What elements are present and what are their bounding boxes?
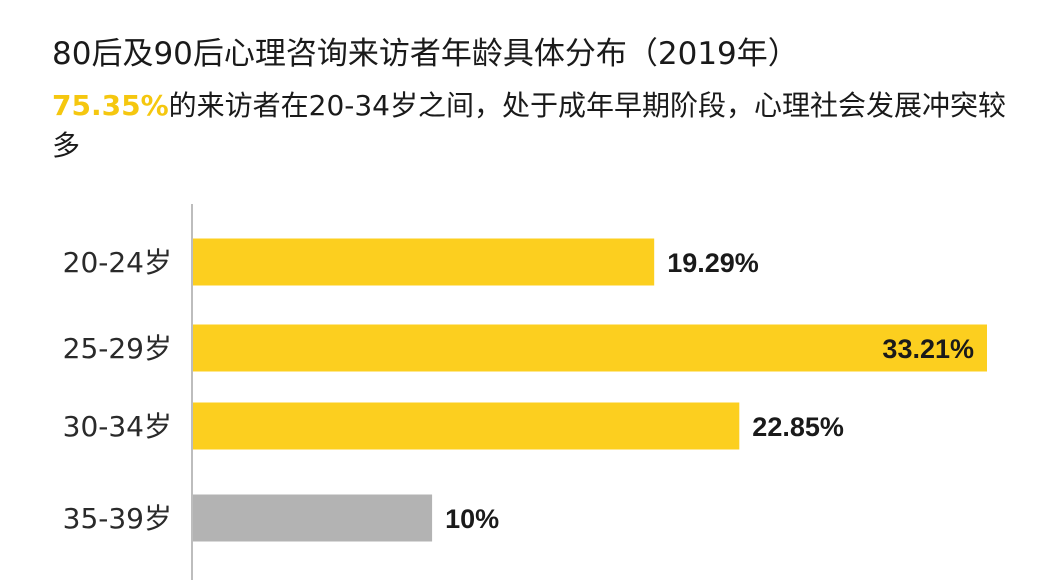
value-label: 33.21% <box>882 334 974 364</box>
bar-3 <box>193 402 740 450</box>
chart-title: 80后及90后心理咨询来访者年龄具体分布（2019年） <box>52 36 799 72</box>
category-label: 20-24岁 <box>63 246 172 279</box>
bar-4 <box>193 494 433 542</box>
category-label: 30-34岁 <box>63 410 172 443</box>
bar-1 <box>193 238 655 286</box>
category-label: 35-39岁 <box>63 502 172 535</box>
bar-2 <box>193 324 987 372</box>
value-label: 10% <box>445 504 499 534</box>
chart-subtitle: 75.35%的来访者在20-34岁之间，处于成年早期阶段，心理社会发展冲突较多 <box>52 86 1012 166</box>
value-label: 19.29% <box>667 248 759 278</box>
bars-group: 20-24岁 19.29% 25-29岁 33.21% 30-34岁 22.85% 35-3… <box>63 238 987 542</box>
value-label: 22.85% <box>752 412 844 442</box>
subtitle-highlight: 75.35% <box>52 89 169 122</box>
subtitle-text: 的来访者在20-34岁之间，处于成年早期阶段，心理社会发展冲突较多 <box>52 89 1006 162</box>
category-label: 25-29岁 <box>63 332 172 365</box>
